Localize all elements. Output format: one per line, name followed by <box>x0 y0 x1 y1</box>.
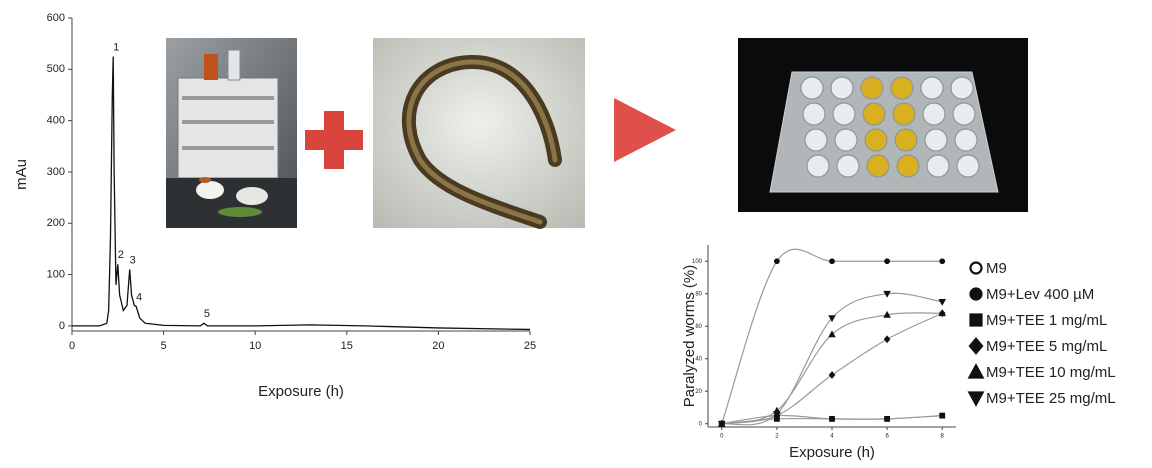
legend-label: M9 <box>986 260 1007 277</box>
y-tick-label: 100 <box>47 268 65 280</box>
worm-photo <box>373 38 585 228</box>
well <box>951 77 973 99</box>
plus-icon <box>305 111 363 169</box>
marker <box>971 263 982 274</box>
x-tick-label: 25 <box>524 340 536 352</box>
figure: 01002003004005006000510152025Exposure (h… <box>0 0 1152 468</box>
arrow-icon <box>614 98 676 162</box>
y-axis-title: Paralyzed worms (%) <box>681 265 698 408</box>
y-tick-label: 100 <box>692 259 703 265</box>
lab-photo <box>166 38 297 228</box>
marker <box>830 417 835 422</box>
marker <box>885 336 890 342</box>
marker <box>969 393 982 405</box>
legend-label: M9+TEE 10 mg/mL <box>986 364 1116 381</box>
well <box>865 129 887 151</box>
peak-label: 3 <box>130 254 136 266</box>
marker <box>940 259 945 264</box>
well <box>805 129 827 151</box>
marker <box>884 312 890 317</box>
marker <box>971 315 982 326</box>
marker <box>885 417 890 422</box>
well <box>861 77 883 99</box>
x-tick-label: 20 <box>432 340 444 352</box>
marker <box>971 289 982 300</box>
well <box>923 103 945 125</box>
legend-label: M9+TEE 25 mg/mL <box>986 390 1116 407</box>
well <box>921 77 943 99</box>
legend-label: M9+Lev 400 µM <box>986 286 1094 303</box>
well <box>835 129 857 151</box>
marker <box>884 291 890 296</box>
x-tick-label: 15 <box>341 340 353 352</box>
series-line <box>722 313 942 424</box>
peak-label: 1 <box>113 41 119 53</box>
marker <box>939 300 945 305</box>
well <box>925 129 947 151</box>
marker <box>830 259 835 264</box>
y-tick-label: 200 <box>47 217 65 229</box>
well <box>955 129 977 151</box>
y-tick-label: 400 <box>47 115 65 127</box>
well <box>837 155 859 177</box>
x-tick-label: 10 <box>249 340 261 352</box>
y-tick-label: 600 <box>47 12 65 24</box>
x-axis-title: Exposure (h) <box>789 444 875 461</box>
plate-photo <box>738 38 1028 212</box>
well <box>953 103 975 125</box>
well <box>863 103 885 125</box>
well <box>833 103 855 125</box>
legend-label: M9+TEE 5 mg/mL <box>986 338 1107 355</box>
well <box>891 77 913 99</box>
legend-label: M9+TEE 1 mg/mL <box>986 312 1107 329</box>
marker <box>969 365 982 377</box>
marker <box>970 339 982 353</box>
x-tick-label: 6 <box>885 434 889 440</box>
y-tick-label: 0 <box>59 320 65 332</box>
well <box>897 155 919 177</box>
peak-label: 2 <box>118 249 124 261</box>
well <box>807 155 829 177</box>
well <box>895 129 917 151</box>
y-tick-label: 0 <box>699 421 703 427</box>
x-tick-label: 4 <box>830 434 834 440</box>
x-tick-label: 8 <box>941 434 945 440</box>
x-tick-label: 2 <box>775 434 779 440</box>
marker <box>939 310 945 315</box>
y-tick-label: 300 <box>47 166 65 178</box>
peak-label: 5 <box>204 308 210 320</box>
marker <box>885 259 890 264</box>
x-tick-label: 5 <box>161 340 167 352</box>
y-tick-label: 500 <box>47 63 65 75</box>
y-axis-title: mAu <box>13 159 30 190</box>
well <box>867 155 889 177</box>
well <box>803 103 825 125</box>
well <box>831 77 853 99</box>
x-tick-label: 0 <box>720 434 724 440</box>
marker <box>940 413 945 418</box>
x-tick-label: 0 <box>69 340 75 352</box>
well <box>893 103 915 125</box>
well <box>801 77 823 99</box>
peak-label: 4 <box>136 291 142 303</box>
marker <box>829 372 834 378</box>
well <box>957 155 979 177</box>
series-line <box>722 313 942 424</box>
x-axis-title: Exposure (h) <box>258 383 344 400</box>
marker <box>775 259 780 264</box>
well <box>927 155 949 177</box>
